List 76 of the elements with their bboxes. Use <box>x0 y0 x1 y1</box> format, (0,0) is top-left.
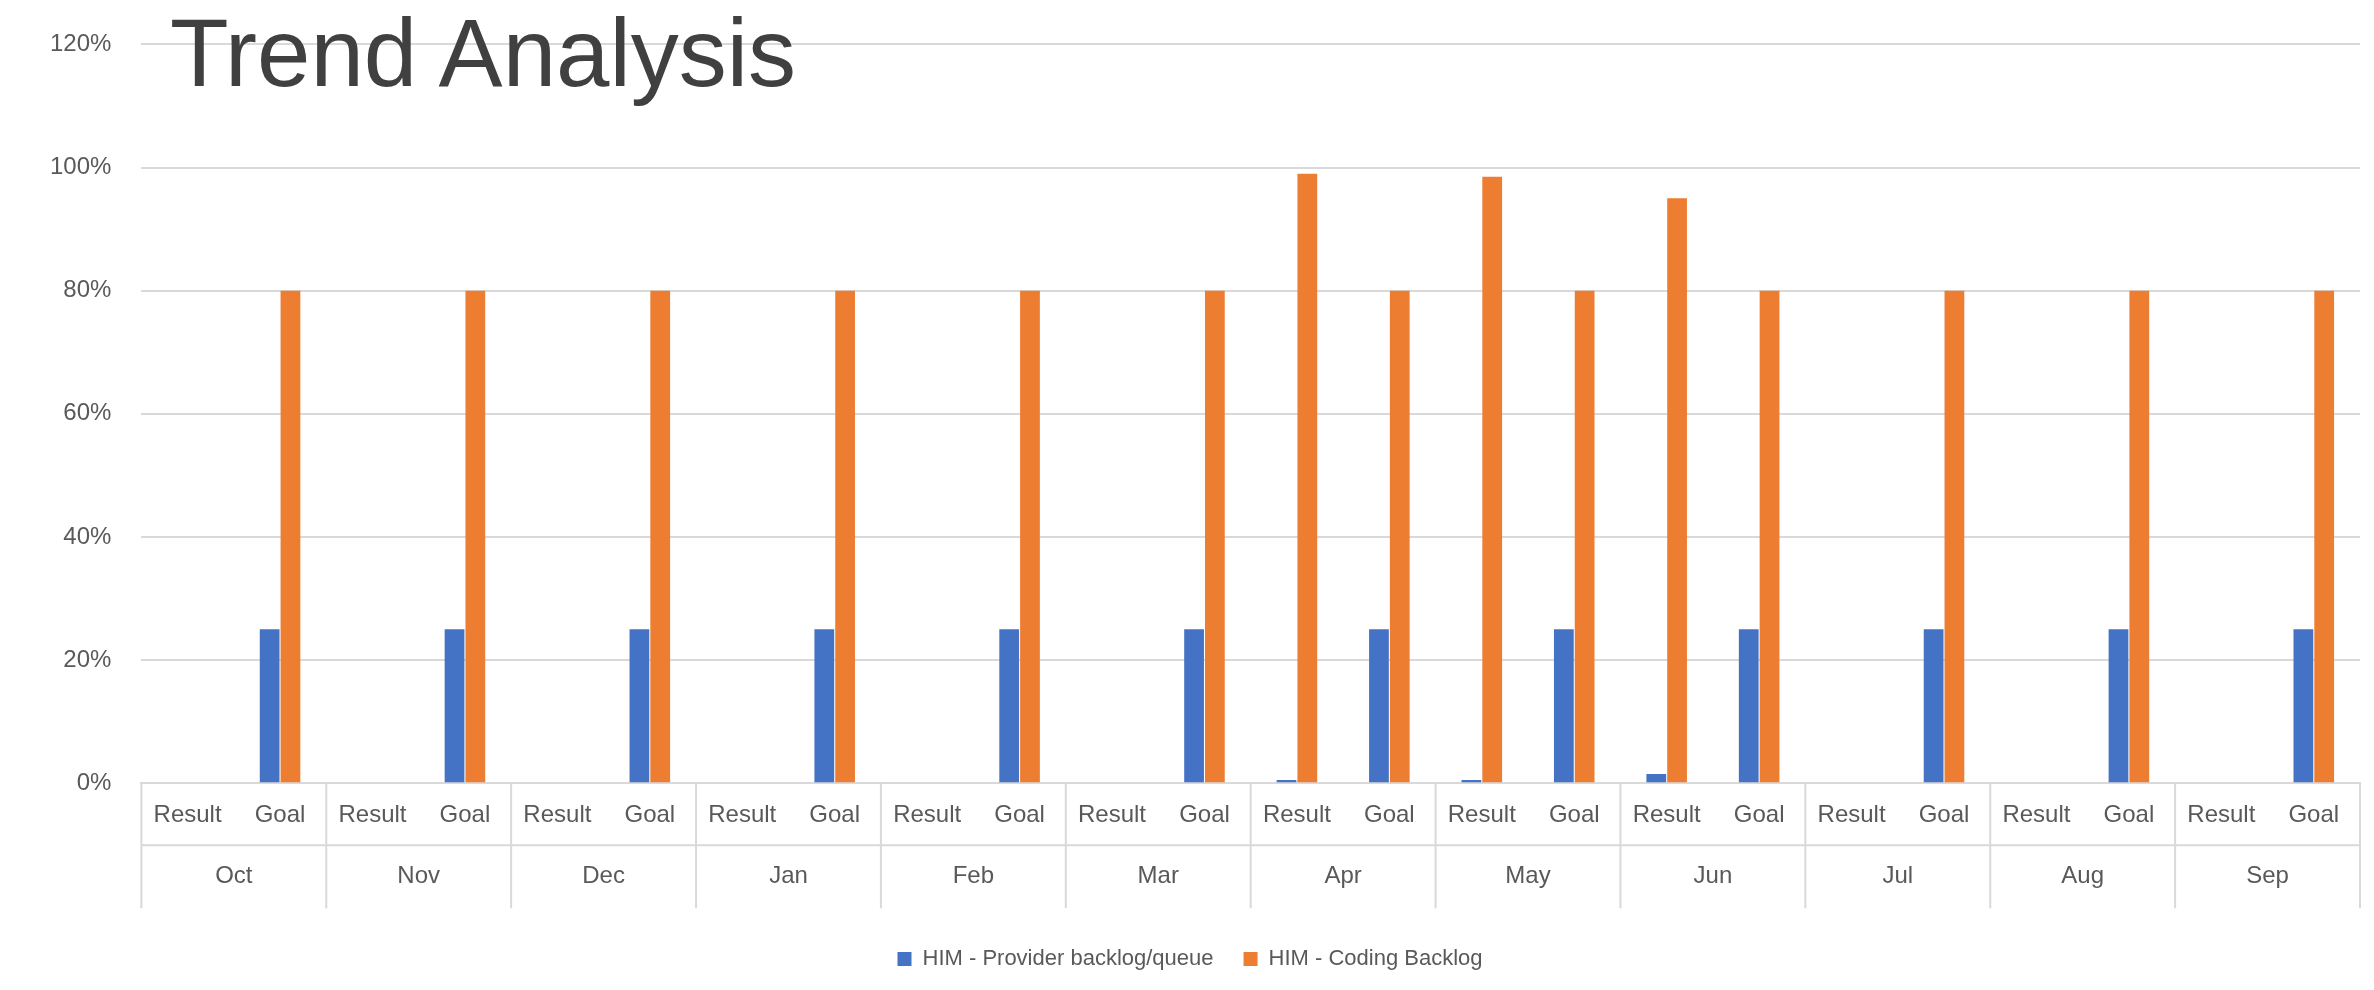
text: Sep <box>2246 861 2289 889</box>
text: May <box>1505 861 1551 889</box>
x-tick-label: Goal <box>1733 800 1785 828</box>
y-tick-label: 100% <box>49 152 112 180</box>
text: Aug <box>2061 861 2105 889</box>
bar <box>465 290 486 783</box>
bar <box>814 629 835 783</box>
x-tick-label: Result <box>708 800 777 828</box>
text: Feb <box>952 861 995 889</box>
bar <box>2108 629 2129 783</box>
x-tick-label: Result <box>153 800 222 828</box>
bar <box>444 629 465 783</box>
bar <box>1482 176 1503 783</box>
y-tick-label: 40% <box>63 521 112 549</box>
bar <box>280 290 301 783</box>
chart-title: Trend Analysis <box>170 0 797 106</box>
x-tick-label: Result <box>1447 800 1517 828</box>
text: Apr <box>1324 861 1362 889</box>
y-tick-label: 60% <box>63 398 112 426</box>
bar <box>629 629 650 783</box>
x-tick-label: Result <box>1262 800 1332 828</box>
x-tick-label: Goal <box>2103 800 2155 828</box>
x-tick-label: Goal <box>809 800 861 828</box>
bar <box>1646 773 1667 783</box>
x-tick-label: Result <box>2002 800 2071 828</box>
x-tick-label: Goal <box>439 800 491 828</box>
bar <box>1369 629 1389 783</box>
bar <box>1020 290 1040 783</box>
bar <box>2129 290 2150 783</box>
x-tick-label: Goal <box>624 800 676 828</box>
legend-label: HIM - Coding Backlog <box>1268 945 1483 971</box>
y-tick-label: 0% <box>76 767 112 795</box>
x-tick-label: Result <box>2187 800 2256 828</box>
bar <box>1553 629 1574 783</box>
bar <box>2314 290 2335 783</box>
bar <box>1204 290 1225 783</box>
x-tick-label: Result <box>1078 800 1147 828</box>
x-tick-label: Result <box>1632 800 1702 828</box>
x-tick-label: Goal <box>994 800 1045 828</box>
text: Dec <box>582 861 625 889</box>
x-tick-label: Result <box>1817 800 1886 828</box>
text: Jan <box>769 861 808 889</box>
bar <box>1574 290 1595 783</box>
x-tick-label: Goal <box>1179 800 1230 828</box>
x-tick-label: Goal <box>1548 800 1600 828</box>
bar <box>1923 629 1944 783</box>
text: Jun <box>1693 861 1733 889</box>
bar <box>999 629 1020 783</box>
bar <box>1389 290 1410 783</box>
bar <box>1759 290 1780 783</box>
bar <box>650 290 671 783</box>
text: Jul <box>1882 861 1914 889</box>
x-tick-label: Result <box>338 800 407 828</box>
bar <box>835 290 855 783</box>
bar <box>1184 629 1204 783</box>
bar <box>1276 780 1297 783</box>
x-tick-label: Result <box>523 800 592 828</box>
y-tick-label: 80% <box>63 275 112 303</box>
x-tick-label: Result <box>893 800 962 828</box>
bar <box>1297 173 1318 783</box>
bar <box>1944 290 1965 783</box>
text: Nov <box>397 861 441 889</box>
bar <box>1461 780 1482 783</box>
text: Mar <box>1137 861 1179 889</box>
x-tick-label: Goal <box>2288 800 2340 828</box>
x-tick-label: Goal <box>254 800 306 828</box>
text: Oct <box>215 861 253 889</box>
x-tick-label: Goal <box>1918 800 1970 828</box>
bar <box>1667 198 1687 783</box>
x-tick-label: Goal <box>1364 800 1415 828</box>
y-tick-label: 120% <box>49 29 112 57</box>
bar <box>259 629 280 783</box>
y-tick-label: 20% <box>63 644 112 672</box>
bar <box>2293 629 2314 783</box>
legend-label: HIM - Provider backlog/queue <box>922 945 1214 971</box>
bar <box>1738 629 1759 783</box>
